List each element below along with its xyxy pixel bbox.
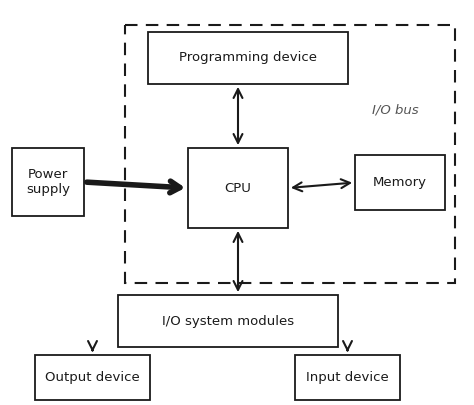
- Text: Input device: Input device: [306, 371, 389, 384]
- Bar: [295, 355, 400, 400]
- Bar: [35, 355, 150, 400]
- Text: Output device: Output device: [45, 371, 140, 384]
- Bar: [12, 148, 84, 216]
- Bar: [188, 148, 288, 228]
- Text: Memory: Memory: [373, 176, 427, 189]
- Bar: [148, 32, 348, 84]
- Bar: [118, 295, 338, 347]
- Bar: [355, 155, 445, 210]
- Text: Programming device: Programming device: [179, 51, 317, 64]
- Text: Power
supply: Power supply: [26, 168, 70, 196]
- Bar: [125, 25, 455, 283]
- Text: CPU: CPU: [225, 181, 251, 194]
- Text: I/O bus: I/O bus: [372, 104, 419, 117]
- Text: I/O system modules: I/O system modules: [162, 315, 294, 328]
